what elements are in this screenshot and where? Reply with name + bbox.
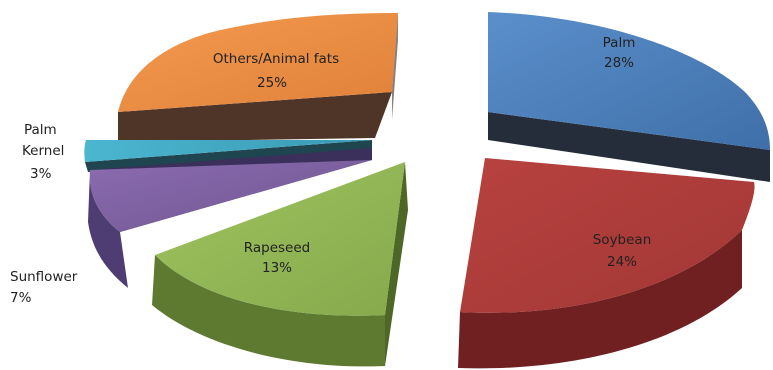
label-sunflower: Sunflower xyxy=(10,269,78,285)
slice-palm xyxy=(488,12,770,182)
label-rapeseed: Rapeseed xyxy=(244,240,310,256)
slice-others-side xyxy=(118,92,392,142)
slice-palm-kernel-side xyxy=(85,140,372,172)
value-others-animal-fats: 25% xyxy=(257,75,287,91)
slice-others-side-right xyxy=(392,13,398,120)
value-palm-kernel: 3% xyxy=(30,166,52,182)
slice-rapeseed-right xyxy=(385,162,408,366)
value-sunflower: 7% xyxy=(10,290,32,306)
value-palm: 28% xyxy=(604,55,634,71)
slice-others-top xyxy=(118,13,398,112)
slice-sunflower xyxy=(88,148,372,288)
slice-rapeseed-top xyxy=(155,162,405,316)
slice-rapeseed-rim xyxy=(152,255,385,367)
slice-palm-top xyxy=(488,12,770,150)
label-others-animal-fats: Others/Animal fats xyxy=(213,51,339,67)
slice-palm-side xyxy=(488,112,770,182)
label-palm-kernel-line2: Kernel xyxy=(22,143,64,159)
slice-rapeseed xyxy=(152,162,408,367)
slice-palm-kernel xyxy=(84,140,373,172)
label-soybean: Soybean xyxy=(593,232,652,248)
slice-palm-kernel-top xyxy=(84,140,373,162)
slice-soybean-rim xyxy=(458,230,742,369)
slice-soybean-top xyxy=(460,158,755,313)
label-palm: Palm xyxy=(603,35,636,51)
label-palm-kernel-line1: Palm xyxy=(24,122,57,138)
slice-soybean xyxy=(458,158,755,369)
value-rapeseed: 13% xyxy=(262,260,292,276)
slice-others-animal-fats xyxy=(118,13,398,142)
slice-sunflower-rim xyxy=(88,170,128,288)
value-soybean: 24% xyxy=(607,254,637,270)
slice-sunflower-top xyxy=(89,160,372,232)
